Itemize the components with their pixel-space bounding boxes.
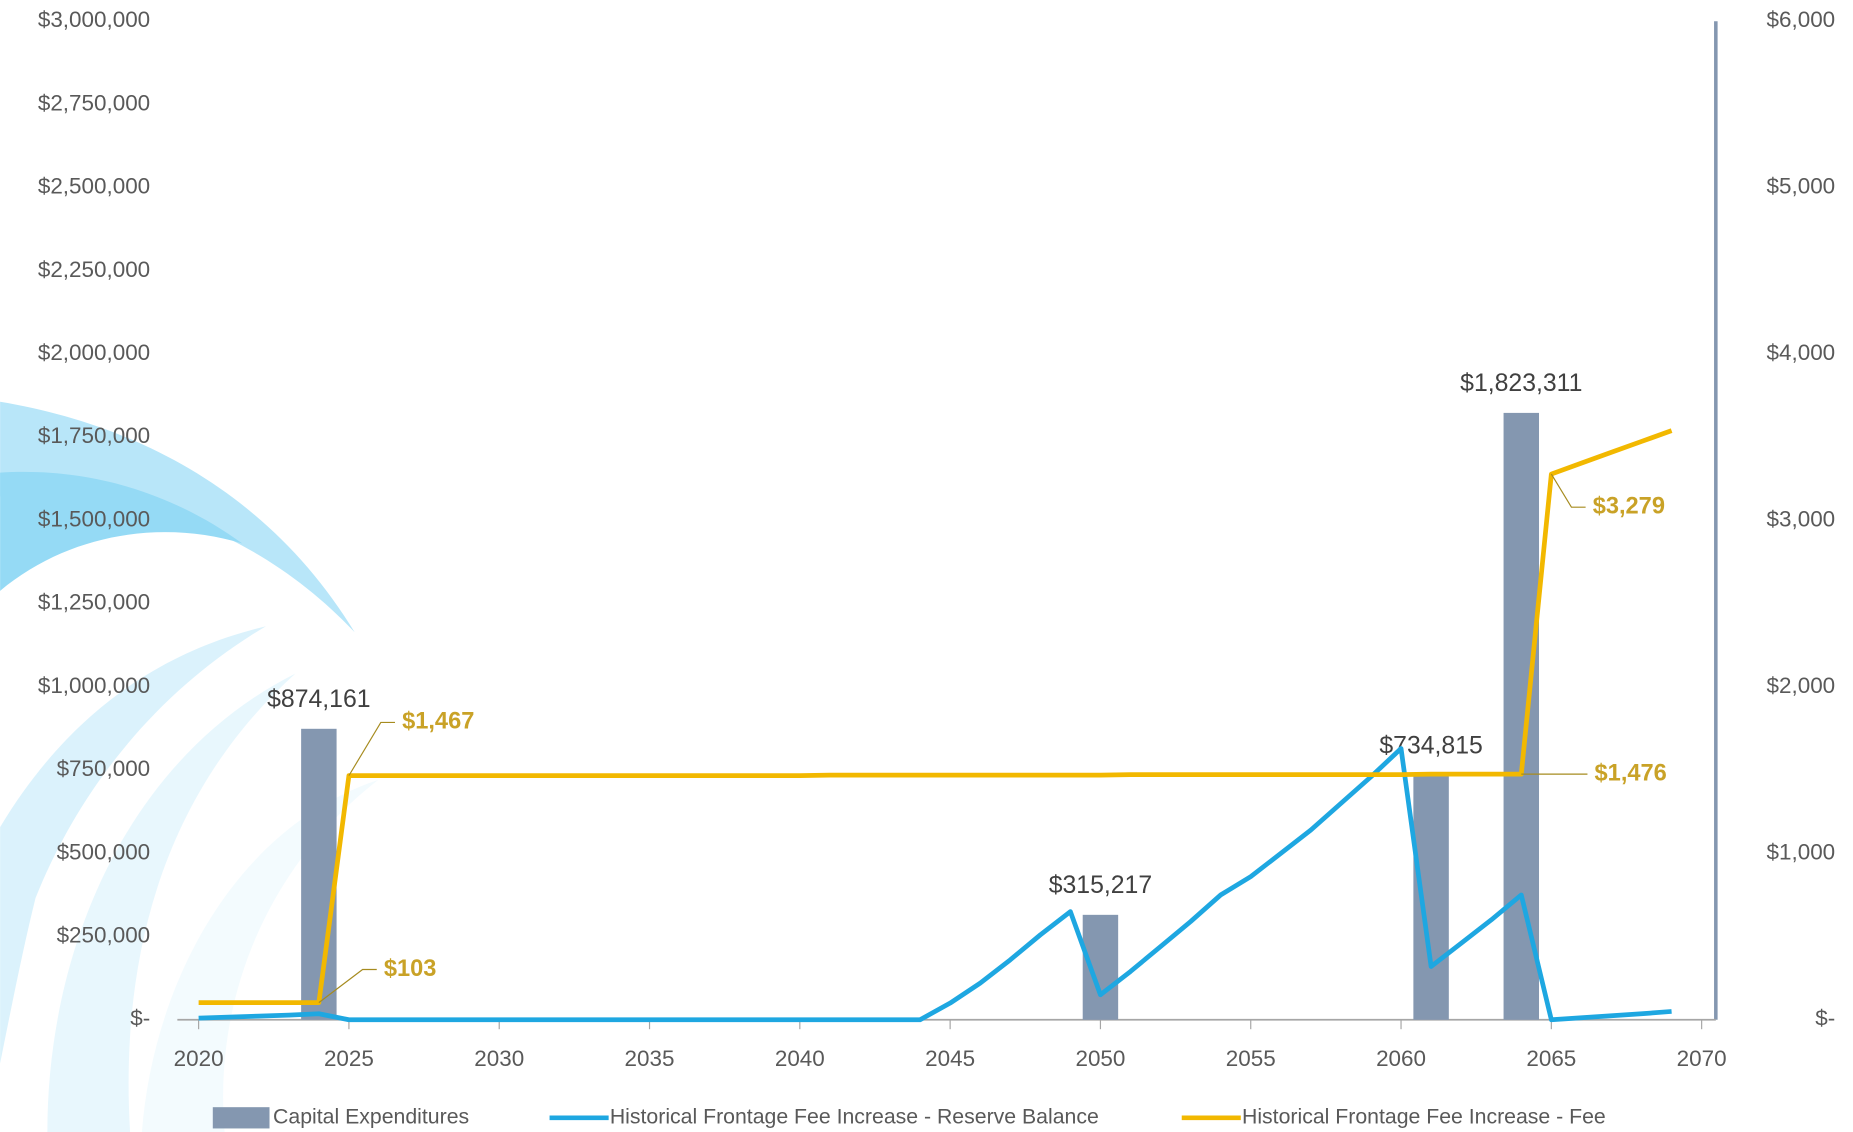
data-label: $1,467 <box>402 709 474 735</box>
y2-tick-label: $- <box>1815 1006 1835 1031</box>
y-tick-label: $1,000,000 <box>38 673 150 698</box>
legend-label: Historical Frontage Fee Increase - Fee <box>1242 1104 1606 1128</box>
y2-tick-label: $5,000 <box>1767 174 1836 199</box>
y-tick-label: $2,250,000 <box>38 257 150 282</box>
x-tick-label: 2035 <box>625 1046 675 1071</box>
y-tick-label: $2,500,000 <box>38 174 150 199</box>
legend-label: Historical Frontage Fee Increase - Reser… <box>610 1104 1099 1128</box>
data-label: $315,217 <box>1049 872 1152 899</box>
leader-line <box>348 721 396 776</box>
x-tick-label: 2040 <box>775 1046 825 1071</box>
bar <box>1413 775 1449 1020</box>
y2-tick-label: $2,000 <box>1767 673 1836 698</box>
x-tick-label: 2070 <box>1677 1046 1727 1071</box>
data-label: $1,476 <box>1595 760 1667 786</box>
data-label: $103 <box>384 956 437 982</box>
leader-line <box>318 968 377 1004</box>
leader-line <box>1550 473 1586 508</box>
y2-tick-label: $1,000 <box>1767 839 1836 864</box>
x-tick-label: 2060 <box>1376 1046 1426 1071</box>
y2-tick-label: $6,000 <box>1767 7 1836 32</box>
y2-tick-label: $4,000 <box>1767 340 1836 365</box>
x-tick-label: 2045 <box>925 1046 975 1071</box>
x-tick-label: 2030 <box>474 1046 524 1071</box>
bar <box>301 728 337 1020</box>
y-tick-label: $500,000 <box>57 839 151 864</box>
y-tick-label: $- <box>130 1006 150 1031</box>
data-label: $874,161 <box>267 686 370 713</box>
x-tick-label: 2055 <box>1226 1046 1276 1071</box>
legend-label: Capital Expenditures <box>273 1104 469 1128</box>
x-tick-label: 2050 <box>1075 1046 1125 1071</box>
y-tick-label: $1,250,000 <box>38 590 150 615</box>
data-label: $3,279 <box>1593 493 1665 519</box>
y-tick-label: $1,750,000 <box>38 423 150 448</box>
x-tick-label: 2020 <box>174 1046 224 1071</box>
bar <box>1503 412 1540 1020</box>
y-tick-label: $2,000,000 <box>38 340 150 365</box>
data-label: $1,823,311 <box>1460 370 1582 397</box>
y-tick-label: $250,000 <box>57 922 151 947</box>
y-tick-label: $3,000,000 <box>38 7 150 32</box>
y-tick-label: $2,750,000 <box>38 90 150 115</box>
y-tick-label: $750,000 <box>57 756 151 781</box>
background-swirl <box>0 401 379 1132</box>
line <box>198 746 1672 1023</box>
line <box>198 428 1673 1005</box>
y-tick-label: $1,500,000 <box>38 506 150 531</box>
legend-swatch <box>212 1107 270 1129</box>
x-tick-label: 2025 <box>324 1046 374 1071</box>
y2-tick-label: $3,000 <box>1767 506 1836 531</box>
x-tick-label: 2065 <box>1526 1046 1576 1071</box>
